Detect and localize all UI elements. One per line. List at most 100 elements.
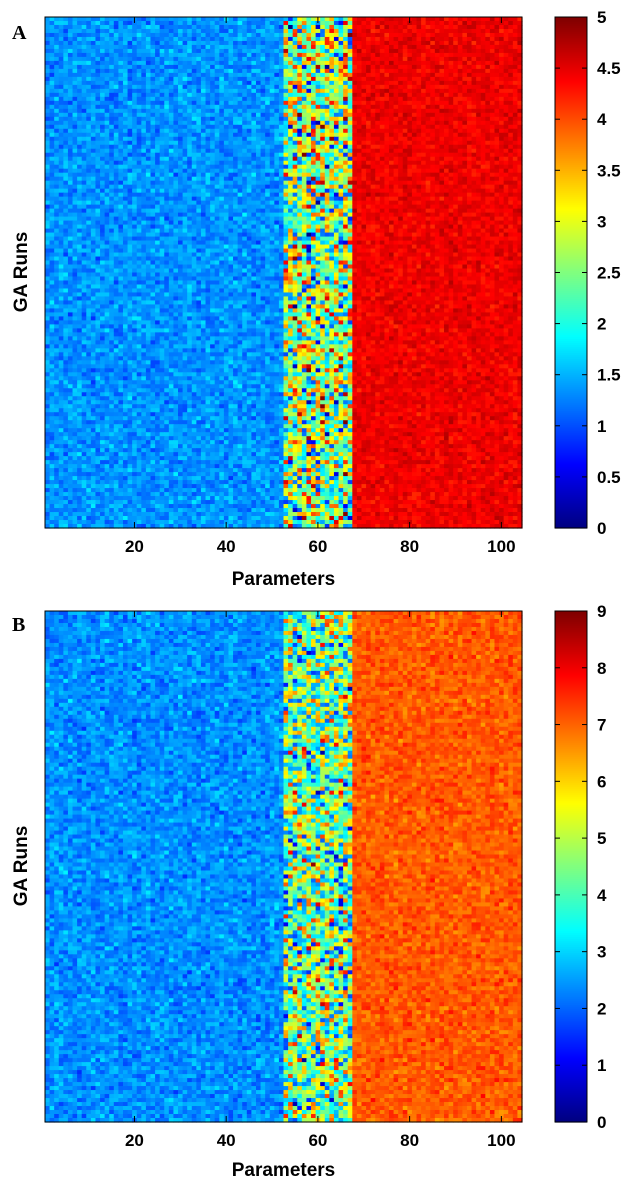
heatmap-cell [320, 88, 326, 94]
heatmap-cell [311, 136, 317, 142]
heatmap-cell [421, 144, 427, 150]
heatmap-cell [499, 88, 505, 94]
heatmap-cell [444, 68, 450, 74]
heatmap-cell [425, 152, 431, 158]
heatmap-cell [81, 84, 87, 90]
heatmap-cell [398, 156, 404, 162]
heatmap-cell [145, 80, 152, 86]
heatmap-cell [265, 20, 271, 26]
heatmap-cell [95, 164, 101, 170]
heatmap-cell [292, 204, 298, 210]
heatmap-cell [150, 140, 156, 146]
heatmap-cell [375, 168, 381, 174]
heatmap-cell [508, 24, 514, 30]
heatmap-cell [45, 32, 51, 38]
heatmap-cell [517, 84, 523, 90]
heatmap-cell [173, 60, 179, 66]
heatmap-cell [329, 88, 335, 94]
heatmap-cell [338, 124, 344, 130]
heatmap-cell [173, 84, 179, 90]
heatmap-cell [512, 148, 519, 154]
heatmap-cell [200, 192, 207, 198]
heatmap-cell [141, 96, 147, 102]
heatmap-cell [242, 168, 248, 174]
heatmap-cell [251, 192, 257, 198]
heatmap-cell [104, 132, 110, 138]
heatmap-cell [95, 128, 101, 134]
heatmap-cell [448, 32, 454, 38]
heatmap-cell [333, 112, 340, 118]
heatmap-cell [246, 32, 252, 38]
heatmap-cell [301, 100, 308, 106]
heatmap-cell [127, 64, 133, 70]
heatmap-cell [462, 40, 468, 46]
heatmap-cell [485, 124, 491, 130]
heatmap-cell [246, 188, 252, 194]
heatmap-cell [45, 156, 51, 162]
heatmap-cell [214, 204, 220, 210]
heatmap-cell [136, 160, 142, 166]
heatmap-cell [512, 28, 519, 34]
heatmap-cell [81, 168, 87, 174]
heatmap-cell [466, 52, 473, 58]
heatmap-cell [333, 64, 340, 70]
heatmap-cell [191, 152, 197, 158]
heatmap-cell [260, 128, 266, 134]
heatmap-cell [398, 104, 404, 110]
heatmap-cell [182, 108, 188, 114]
heatmap-cell [58, 40, 64, 46]
heatmap-cell [214, 156, 220, 162]
heatmap-cell [453, 96, 459, 102]
heatmap-cell [178, 152, 184, 158]
heatmap-cell [237, 200, 243, 206]
heatmap-cell [104, 112, 110, 118]
heatmap-cell [155, 128, 161, 134]
heatmap-cell [168, 124, 175, 130]
heatmap-cell [333, 40, 340, 46]
heatmap-cell [196, 136, 202, 142]
heatmap-cell [411, 148, 418, 154]
heatmap-cell [338, 140, 344, 146]
heatmap-cell [421, 84, 427, 90]
heatmap-cell [434, 104, 441, 110]
heatmap-cell [343, 64, 349, 70]
heatmap-cell [393, 92, 399, 98]
heatmap-cell [375, 92, 381, 98]
heatmap-cell [329, 36, 335, 42]
heatmap-cell [480, 180, 486, 186]
heatmap-cell [49, 148, 55, 154]
heatmap-cell [416, 192, 422, 198]
heatmap-cell [416, 76, 422, 82]
heatmap-cell [86, 96, 92, 102]
heatmap-cell [233, 76, 239, 82]
heatmap-cell [122, 184, 129, 190]
heatmap-cell [178, 40, 184, 46]
heatmap-cell [338, 164, 344, 170]
heatmap-cell [145, 140, 152, 146]
heatmap-cell [54, 160, 60, 166]
heatmap-cell [430, 52, 436, 58]
heatmap-cell [384, 104, 390, 110]
heatmap-cell [109, 92, 115, 98]
heatmap-cell [141, 188, 147, 194]
heatmap-cell [370, 64, 376, 70]
heatmap-cell [265, 32, 271, 38]
heatmap-cell [398, 144, 404, 150]
heatmap-cell [150, 92, 156, 98]
heatmap-cell [329, 40, 335, 46]
heatmap-cell [508, 72, 514, 78]
heatmap-cell [393, 180, 399, 186]
heatmap-cell [347, 96, 353, 102]
heatmap-cell [255, 204, 262, 210]
heatmap-cell [274, 76, 280, 82]
heatmap-cell [265, 128, 271, 134]
heatmap-cell [306, 168, 312, 174]
heatmap-cell [311, 36, 317, 42]
heatmap-cell [81, 184, 87, 190]
heatmap-cell [159, 84, 165, 90]
heatmap-cell [370, 156, 376, 162]
heatmap-cell [95, 168, 101, 174]
heatmap-cell [228, 116, 234, 122]
heatmap-cell [200, 40, 207, 46]
heatmap-cell [320, 144, 326, 150]
